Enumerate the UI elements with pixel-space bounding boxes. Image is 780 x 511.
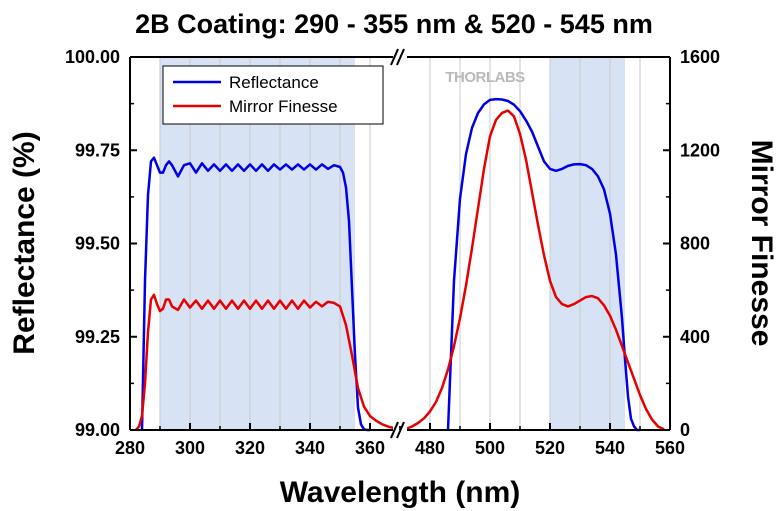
- series-line-reflectance-2: [446, 97, 640, 432]
- x-tick-label: 340: [295, 438, 325, 458]
- series-lines: [135, 97, 665, 432]
- x-tick-label: 300: [175, 438, 205, 458]
- y-left-tick-label: 99.00: [75, 420, 120, 440]
- y-axis-left-title: Reflectance (%): [8, 131, 41, 354]
- y-right-tick-label: 800: [680, 234, 710, 254]
- y-left-tick-label: 99.50: [75, 234, 120, 254]
- legend: Reflectance Mirror Finesse: [162, 65, 384, 125]
- series-line-finesse-2: [399, 109, 665, 432]
- y-right-tick-label: 1200: [680, 140, 720, 160]
- x-tick-label: 560: [655, 438, 685, 458]
- legend-label-finesse: Mirror Finesse: [229, 97, 338, 116]
- y-right-tick-label: 0: [680, 420, 690, 440]
- series-line-finesse-1: [135, 293, 401, 431]
- y-left-tick-label: 100.00: [65, 47, 120, 67]
- series-line-reflectance-1: [140, 156, 370, 432]
- axis-break-marks: [390, 48, 407, 439]
- y-axis-right-title: Mirror Finesse: [745, 140, 778, 347]
- x-tick-label: 320: [235, 438, 265, 458]
- y-right-tick-label: 1600: [680, 47, 720, 67]
- thorlabs-logo: THORLABS: [445, 69, 525, 86]
- x-tick-label: 360: [355, 438, 385, 458]
- y-right-tick-label: 400: [680, 327, 710, 347]
- legend-label-reflectance: Reflectance: [229, 73, 319, 92]
- y-left-tick-label: 99.75: [75, 140, 120, 160]
- x-tick-label: 540: [595, 438, 625, 458]
- y-left-tick-label: 99.25: [75, 327, 120, 347]
- axis-ticks: [129, 56, 671, 431]
- axis-tick-labels: 280 300 320 340 360 480 500 520 540 560 99.00 99.25…: [65, 47, 720, 458]
- x-tick-label: 280: [115, 438, 145, 458]
- x-tick-label: 520: [535, 438, 565, 458]
- shaded-band-2: [550, 57, 625, 430]
- watermark-text: THORLABS: [445, 69, 525, 86]
- x-axis-title: Wavelength (nm): [280, 476, 521, 509]
- chart-title: 2B Coating: 290 - 355 nm & 520 - 545 nm: [135, 9, 653, 39]
- x-tick-label: 500: [475, 438, 505, 458]
- x-tick-label: 480: [415, 438, 445, 458]
